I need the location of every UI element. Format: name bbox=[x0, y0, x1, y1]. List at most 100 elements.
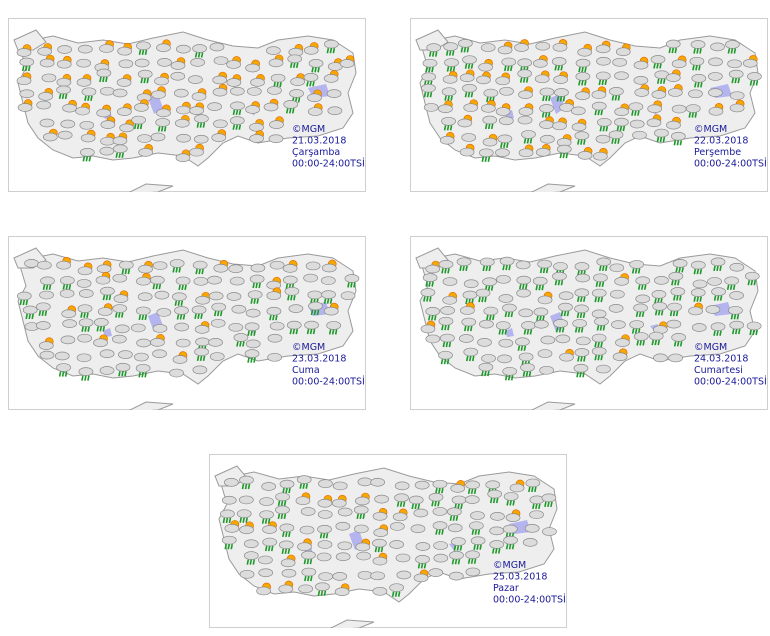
cloud-icon bbox=[100, 136, 115, 146]
weather-icon bbox=[596, 117, 612, 132]
weather-icon bbox=[389, 522, 405, 531]
weather-icon bbox=[575, 336, 591, 346]
cloud-icon bbox=[35, 321, 51, 330]
weather-icon bbox=[275, 505, 290, 520]
weather-icon bbox=[317, 540, 333, 549]
cloud-icon bbox=[247, 290, 263, 300]
weather-icon bbox=[414, 480, 430, 490]
weather-icon bbox=[266, 46, 281, 55]
rain-icon bbox=[250, 298, 259, 304]
weather-icon bbox=[529, 510, 544, 520]
weather-icon bbox=[76, 74, 92, 87]
cloud-icon bbox=[502, 524, 518, 534]
cloud-icon bbox=[301, 567, 317, 577]
weather-icon bbox=[498, 116, 514, 126]
weather-icon bbox=[324, 39, 339, 54]
weather-icon bbox=[688, 302, 703, 316]
rain-icon bbox=[423, 92, 433, 98]
weather-icon bbox=[420, 288, 436, 302]
weather-icon bbox=[245, 339, 261, 349]
rain-icon bbox=[118, 371, 127, 377]
weather-icon bbox=[710, 42, 725, 52]
cloud-icon bbox=[170, 71, 186, 81]
cloud-icon bbox=[355, 496, 370, 506]
cloud-icon bbox=[189, 106, 205, 115]
weather-icon bbox=[727, 59, 742, 69]
weather-icon bbox=[501, 57, 517, 72]
weather-icon bbox=[475, 288, 491, 303]
weather-icon bbox=[213, 56, 229, 66]
cloud-icon bbox=[332, 481, 348, 491]
weather-icon bbox=[194, 114, 209, 128]
cloud-icon bbox=[495, 76, 511, 86]
weather-icon bbox=[612, 57, 628, 67]
rain-icon bbox=[713, 265, 722, 272]
weather-icon bbox=[479, 257, 495, 272]
cloud-icon bbox=[711, 287, 726, 296]
rain-icon bbox=[247, 330, 256, 336]
weather-icon bbox=[629, 320, 645, 334]
cloud-icon bbox=[245, 308, 261, 318]
rain-icon bbox=[631, 268, 641, 274]
cloud-icon bbox=[456, 257, 472, 267]
weather-icon bbox=[729, 320, 745, 335]
weather-icon bbox=[188, 75, 203, 84]
weather-icon bbox=[154, 72, 169, 86]
weather-icon bbox=[540, 335, 556, 345]
cloud-icon bbox=[463, 279, 479, 289]
cloud-icon bbox=[729, 103, 745, 113]
cloud-icon bbox=[211, 302, 227, 312]
weather-icon bbox=[16, 291, 32, 306]
cloud-icon bbox=[191, 305, 207, 315]
cloud-icon bbox=[574, 262, 590, 271]
cloud-icon bbox=[116, 78, 132, 87]
weather-icon bbox=[438, 350, 453, 365]
cloud-icon bbox=[653, 353, 668, 363]
cloud-icon bbox=[37, 47, 53, 56]
weather-icon bbox=[112, 88, 128, 98]
rain-icon bbox=[306, 328, 316, 335]
weather-icon bbox=[632, 130, 647, 140]
cloud-icon bbox=[612, 57, 628, 67]
cloud-icon bbox=[80, 133, 96, 143]
cloud-icon bbox=[441, 87, 457, 97]
weather-icon bbox=[541, 493, 557, 508]
weather-icon bbox=[298, 584, 313, 594]
weather-icon bbox=[503, 492, 519, 506]
weather-icon bbox=[742, 54, 758, 68]
cloud-icon bbox=[433, 553, 449, 563]
cloud-icon bbox=[152, 324, 168, 333]
weather-icon bbox=[729, 262, 745, 272]
weather-icon bbox=[133, 99, 149, 112]
cloud-icon bbox=[195, 337, 210, 347]
turkey-map bbox=[13, 247, 360, 410]
cloud-icon bbox=[465, 550, 480, 560]
rain-icon bbox=[556, 96, 566, 102]
weather-icon bbox=[415, 555, 430, 569]
weather-icon bbox=[520, 363, 535, 377]
cloud-icon bbox=[595, 71, 611, 81]
weather-icon bbox=[537, 259, 552, 274]
map-caption-day: Pazar bbox=[493, 583, 519, 594]
cloud-icon bbox=[156, 308, 172, 317]
weather-icon bbox=[633, 56, 649, 70]
weather-icon bbox=[340, 291, 356, 301]
weather-icon bbox=[634, 84, 650, 97]
weather-icon bbox=[135, 306, 151, 321]
rain-icon bbox=[133, 123, 143, 130]
cloud-icon bbox=[729, 320, 745, 330]
weather-icon bbox=[344, 274, 360, 288]
weather-icon bbox=[629, 260, 644, 274]
weather-icon bbox=[176, 44, 191, 54]
weather-icon bbox=[211, 129, 227, 142]
rain-icon bbox=[247, 357, 256, 363]
cloud-icon bbox=[43, 132, 58, 142]
weather-icon bbox=[670, 287, 686, 301]
cloud-icon bbox=[708, 57, 723, 67]
cloud-icon bbox=[444, 58, 459, 67]
rain-icon bbox=[576, 312, 586, 319]
weather-icon bbox=[332, 571, 348, 581]
cloud-icon bbox=[131, 115, 146, 125]
weather-icon bbox=[480, 43, 496, 52]
weather-icon bbox=[60, 119, 76, 129]
